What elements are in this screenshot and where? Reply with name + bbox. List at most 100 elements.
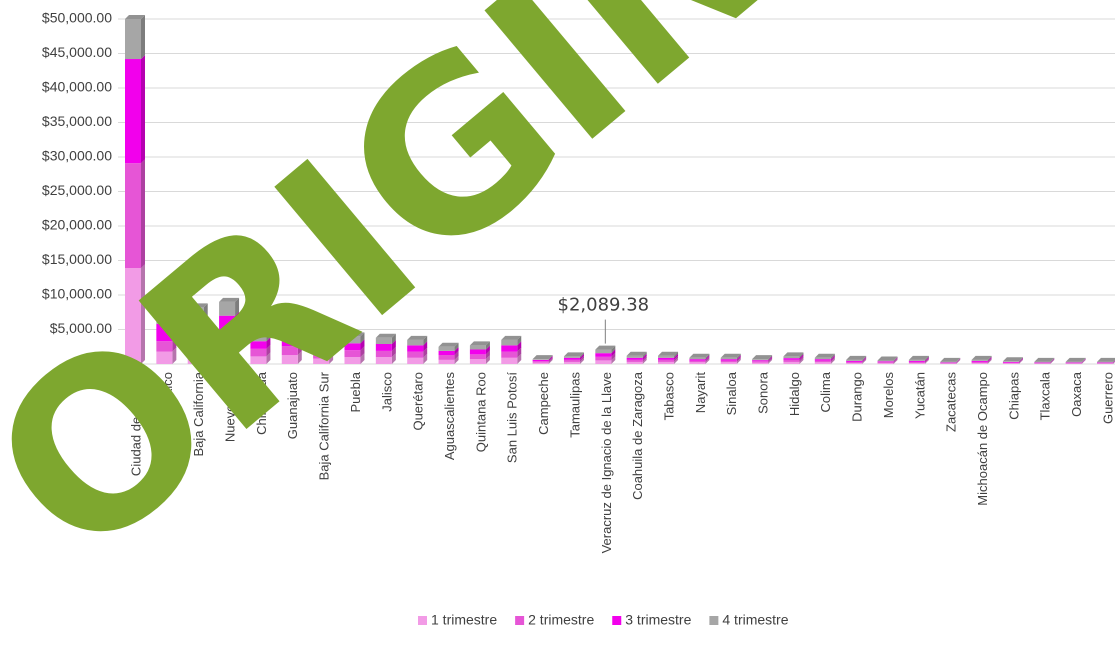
bar-side (329, 342, 334, 353)
bar-segment (313, 352, 330, 359)
bar-segment (156, 351, 173, 364)
bar-side (642, 355, 647, 362)
x-tick-label: Tabasco (661, 372, 676, 420)
bar-side (893, 358, 898, 364)
bar-segment (344, 357, 361, 364)
bar-side (956, 357, 961, 363)
y-tick-label: $50,000.00 (42, 10, 112, 26)
x-tick-label: Durango (850, 372, 865, 422)
bar-top (595, 345, 616, 350)
bar-side (736, 356, 741, 363)
bar-segment (1002, 363, 1019, 364)
bar-segment (595, 349, 612, 354)
bar-top (156, 302, 177, 307)
bar-side (297, 342, 302, 356)
y-tick-label: $25,000.00 (42, 182, 112, 198)
bar-side (360, 353, 365, 364)
y-tick-label: $30,000.00 (42, 148, 112, 164)
bar-segment (375, 343, 392, 351)
bar-side (266, 344, 271, 357)
bar-segment (971, 361, 988, 363)
bar-side (1050, 358, 1055, 364)
bar-side (799, 357, 804, 364)
x-tick-label: Querétaro (411, 372, 426, 431)
bar-side (235, 311, 240, 333)
bar-side (517, 353, 522, 364)
bar-side (391, 339, 396, 351)
bar-top (626, 351, 647, 356)
bar-segment (752, 362, 769, 364)
bar-side (924, 358, 929, 364)
bar-segment (720, 362, 737, 364)
bar-side (141, 55, 145, 164)
x-tick-label: Baja California (191, 371, 206, 456)
bar-segment (971, 359, 988, 361)
bar-top (1065, 357, 1086, 362)
x-tick-label: Nuevo León (223, 372, 238, 442)
bar-side (1018, 359, 1023, 364)
bar-segment (344, 336, 361, 344)
bar-side (987, 357, 992, 363)
bar-side (454, 342, 459, 351)
bar-segment (313, 358, 330, 364)
bar-side (987, 356, 992, 362)
x-tick-label: Estado de México (160, 372, 175, 475)
legend-label: 2 trimestre (528, 612, 594, 628)
x-tick-label: Veracruz de Ignacio de la Llave (599, 372, 614, 553)
bar-segment (156, 341, 173, 352)
bar-side (736, 353, 741, 360)
bar-segment (846, 362, 863, 364)
bar-side (548, 355, 553, 360)
bar-side (1050, 358, 1055, 363)
bar-side (266, 328, 271, 342)
bar-top (438, 342, 459, 347)
bar-segment (469, 359, 486, 364)
x-tick-label: Chihuahua (254, 371, 269, 435)
bar-segment (908, 360, 925, 362)
annotation: $2,089.38 (558, 295, 650, 316)
x-tick-label: Colima (818, 371, 833, 412)
bar-side (768, 355, 773, 361)
bar-side (454, 346, 459, 356)
bar-top (469, 341, 490, 346)
bar-segment (626, 357, 643, 360)
bar-segment (1097, 362, 1113, 364)
bar-segment (125, 268, 141, 364)
bar-top (1034, 357, 1055, 362)
bar-segment (658, 359, 675, 362)
bar-side (1018, 357, 1023, 363)
bar-side (642, 353, 647, 360)
bar-side (830, 358, 835, 364)
bar-segment (1097, 363, 1113, 364)
bar-segment (313, 346, 330, 353)
bar-side (423, 341, 428, 352)
bar-side (1050, 359, 1055, 364)
bar-segment (563, 356, 580, 358)
bar-top (971, 355, 992, 360)
bar-segment (501, 351, 518, 358)
x-tick-label: Quintana Roo (473, 372, 488, 452)
x-tick-label: Oaxaca (1069, 371, 1084, 417)
legend-label: 1 trimestre (431, 612, 497, 628)
bar-segment (814, 362, 831, 364)
bar-segment (877, 360, 894, 362)
bar-top (814, 353, 835, 358)
bar-segment (971, 362, 988, 364)
bar-side (423, 347, 428, 358)
bar-side (454, 351, 459, 360)
bar-top (501, 335, 522, 340)
bar-side (297, 332, 302, 347)
bar-side (956, 358, 961, 364)
bar-side (862, 358, 867, 364)
bar-side (517, 347, 522, 358)
bar-segment (438, 359, 455, 364)
bar-segment (752, 360, 769, 362)
bar-side (141, 264, 145, 364)
bar-segment (752, 359, 769, 361)
bar-side (360, 346, 365, 358)
bar-side (924, 356, 929, 362)
bar-side (1081, 357, 1086, 363)
bar-segment (187, 323, 204, 341)
bar-top (1002, 357, 1023, 362)
y-tick-label: $40,000.00 (42, 79, 112, 95)
